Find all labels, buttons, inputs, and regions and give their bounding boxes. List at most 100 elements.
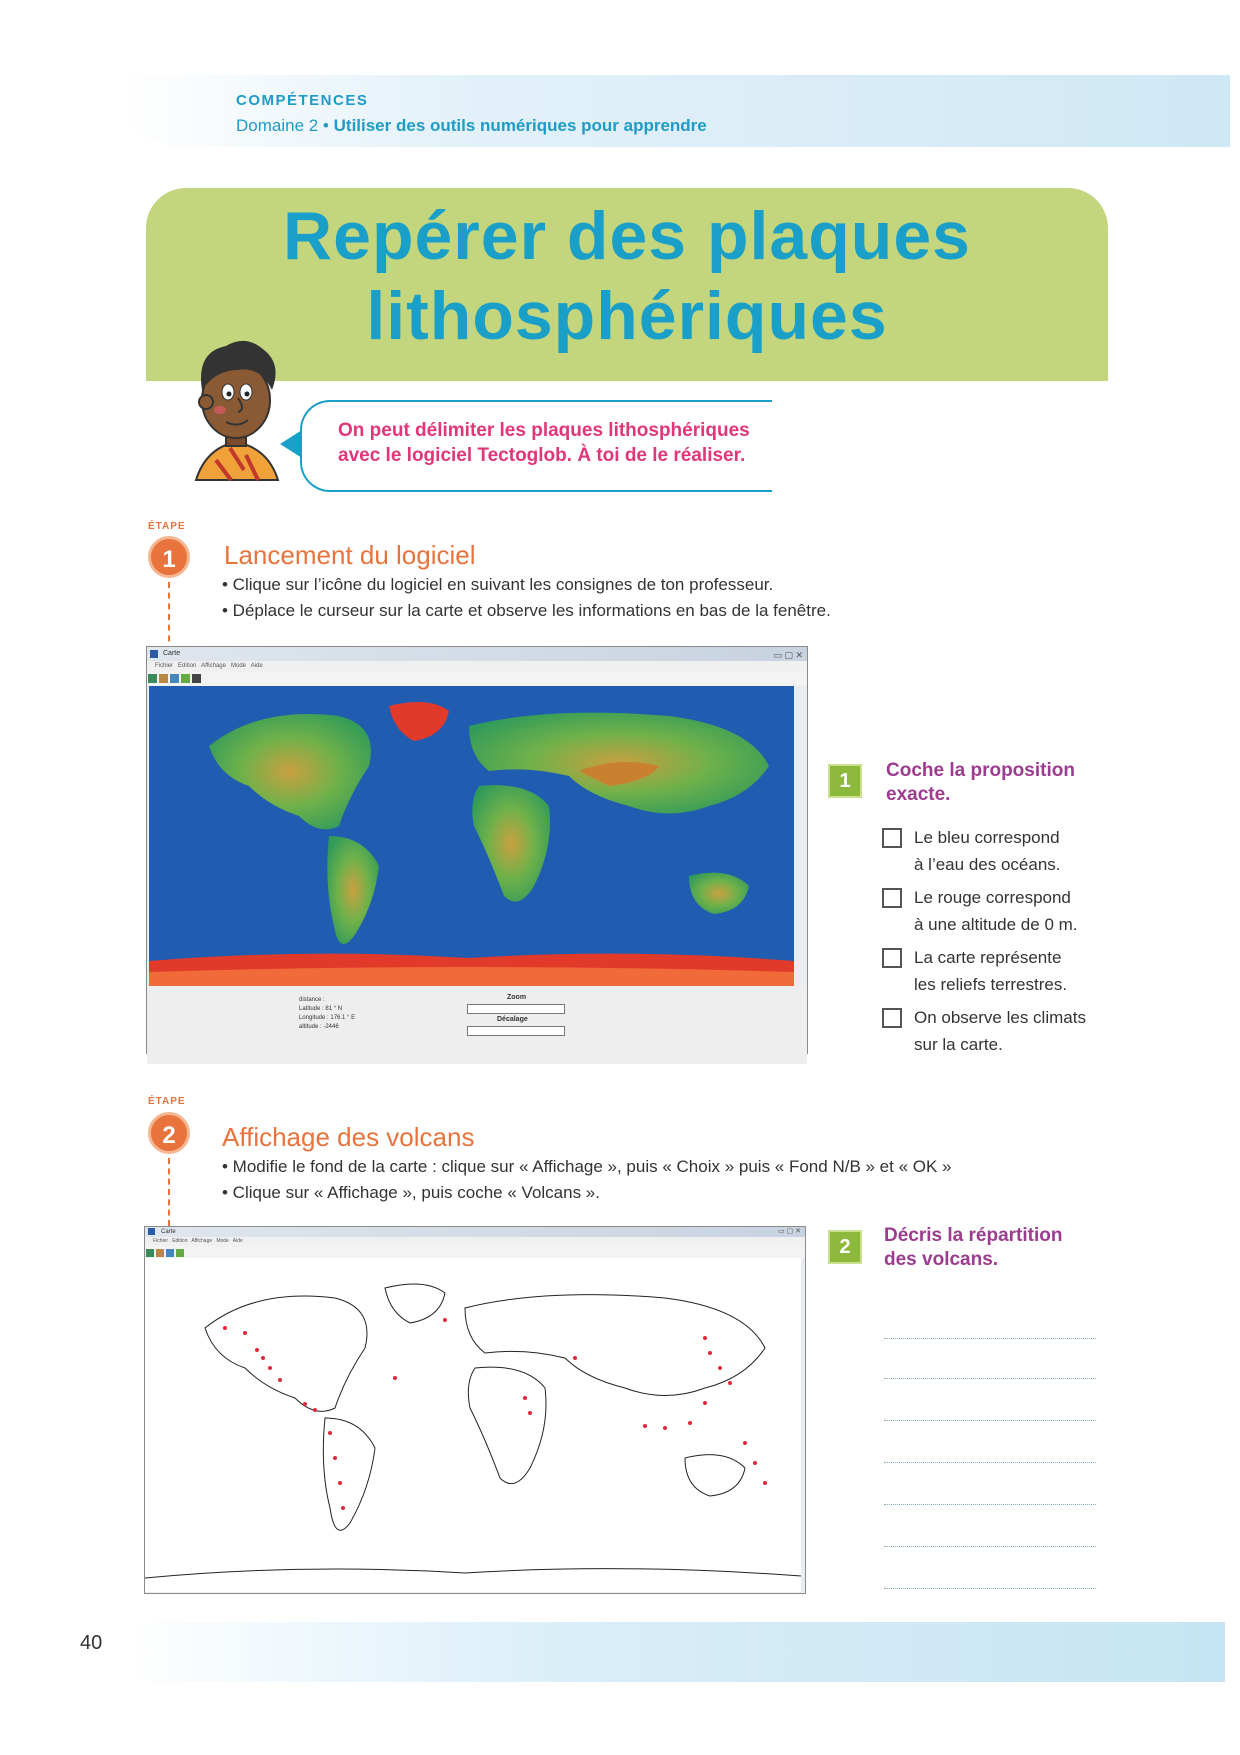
option3-line-1: La carte représente <box>914 948 1062 967</box>
page-number: 40 <box>80 1632 103 1654</box>
tool-icon[interactable] <box>176 1249 184 1257</box>
domain-prefix: Domaine 2 • <box>236 116 329 135</box>
tool-icon[interactable] <box>181 674 190 683</box>
step2-bullet-1: • Modifie le fond de la carte : clique s… <box>222 1157 952 1176</box>
menu-affichage[interactable]: Affichage <box>191 1238 213 1244</box>
volcano-world-map[interactable] <box>145 1258 801 1592</box>
step1-bullet-2: • Déplace le curseur sur la carte et obs… <box>222 601 831 620</box>
menu-edition[interactable]: Edition <box>172 1238 188 1244</box>
window2-menubar: Fichier Edition Affichage Mode Aide <box>145 1237 805 1246</box>
answer-line[interactable] <box>884 1420 1096 1421</box>
window-controls-icon[interactable]: ▭ ▢ ✕ <box>773 650 803 660</box>
window2-toolbar <box>145 1246 805 1258</box>
relief-world-map[interactable] <box>149 686 794 986</box>
window1-menubar: Fichier Edition Affichage Mode Aide <box>147 661 807 672</box>
coordinates-readout: distance : Latitude : 81 ° N Longitude :… <box>299 996 355 1032</box>
window1-toolbar <box>147 672 807 686</box>
option3-checkbox[interactable] <box>882 948 902 968</box>
question2-title-line-2: des volcans. <box>884 1249 999 1270</box>
question1-number-badge: 1 <box>828 764 862 798</box>
decalage-slider[interactable] <box>467 1026 565 1036</box>
option4-line-2: sur la carte. <box>914 1035 1003 1054</box>
menu-fichier[interactable]: Fichier <box>155 663 174 669</box>
answer-line[interactable] <box>884 1546 1096 1547</box>
footer-band <box>125 1622 1225 1682</box>
intro-text: On peut délimiter les plaques lithosphér… <box>338 418 798 468</box>
competences-label: COMPÉTENCES <box>236 92 369 109</box>
step1-dashed-line <box>168 582 170 652</box>
option1-line-1: Le bleu correspond <box>914 828 1060 847</box>
menu-edition[interactable]: Edition <box>178 663 197 669</box>
tectoglob-window-volcanoes: Carte ▭ ▢ ✕ Fichier Edition Affichage Mo… <box>144 1226 806 1594</box>
option2-checkbox[interactable] <box>882 888 902 908</box>
menu-mode[interactable]: Mode <box>231 663 247 669</box>
tool-icon[interactable] <box>170 674 179 683</box>
step1-number-badge: 1 <box>148 536 190 578</box>
answer-line[interactable] <box>884 1588 1096 1589</box>
window2-titlebar: Carte ▭ ▢ ✕ <box>145 1227 805 1237</box>
question1-title-line-1: Coche la proposition <box>886 760 1075 781</box>
question1-title-line-2: exacte. <box>886 784 951 805</box>
step2-etape-label: ÉTAPE <box>148 1096 186 1107</box>
answer-line[interactable] <box>884 1338 1096 1339</box>
question2-title: Décris la répartition des volcans. <box>884 1224 1062 1272</box>
step2-dashed-line <box>168 1158 170 1226</box>
answer-line[interactable] <box>884 1504 1096 1505</box>
option2-text: Le rouge correspond à une altitude de 0 … <box>914 884 1078 938</box>
step1-etape-label: ÉTAPE <box>148 521 186 532</box>
answer-line[interactable] <box>884 1378 1096 1379</box>
tool-icon[interactable] <box>166 1249 174 1257</box>
window-controls-icon[interactable]: ▭ ▢ ✕ <box>778 1228 801 1235</box>
option1-text: Le bleu correspond à l’eau des océans. <box>914 824 1061 878</box>
app-icon <box>148 1228 155 1235</box>
intro-line-2: avec le logiciel Tectoglob. À toi de le … <box>338 445 746 466</box>
step2-number-badge: 2 <box>148 1112 190 1154</box>
option2-line-1: Le rouge correspond <box>914 888 1071 907</box>
step2-title: Affichage des volcans <box>222 1122 475 1152</box>
tool-icon[interactable] <box>148 674 157 683</box>
title-banner <box>146 188 1108 381</box>
window1-titlebar: Carte ▭ ▢ ✕ <box>147 647 807 661</box>
title-line-2: lithosphériques <box>366 278 888 354</box>
menu-aide[interactable]: Aide <box>250 663 263 669</box>
step2-bullet-2: • Clique sur « Affichage », puis coche «… <box>222 1183 600 1202</box>
domain-text: Utiliser des outils numériques pour appr… <box>333 116 707 135</box>
title-line-1: Repérer des plaques <box>283 198 971 274</box>
option1-checkbox[interactable] <box>882 828 902 848</box>
question2-number-badge: 2 <box>828 1230 862 1264</box>
window1-statusbar: distance : Latitude : 81 ° N Longitude :… <box>147 986 807 1064</box>
option4-line-1: On observe les climats <box>914 1008 1086 1027</box>
tool-icon[interactable] <box>146 1249 154 1257</box>
altitude-readout: altitude : -2446 <box>299 1024 339 1030</box>
window2-title: Carte <box>161 1229 176 1235</box>
answer-line[interactable] <box>884 1462 1096 1463</box>
header-band <box>120 75 1230 147</box>
student-character-illustration <box>194 340 280 482</box>
window1-title: Carte <box>163 650 181 657</box>
page-title: Repérer des plaques lithosphériques <box>146 196 1108 356</box>
decalage-label: Décalage <box>497 1016 528 1023</box>
tool-icon[interactable] <box>192 674 201 683</box>
longitude-readout: Longitude : 176.1 ° E <box>299 1015 356 1021</box>
step1-title: Lancement du logiciel <box>224 540 476 570</box>
step1-bullet-1: • Clique sur l’icône du logiciel en suiv… <box>222 575 774 594</box>
tool-icon[interactable] <box>156 1249 164 1257</box>
option4-checkbox[interactable] <box>882 1008 902 1028</box>
speech-bubble-tail <box>280 430 302 458</box>
option3-line-2: les reliefs terrestres. <box>914 975 1068 994</box>
distance-readout: distance : <box>299 997 325 1003</box>
zoom-slider[interactable] <box>467 1004 565 1014</box>
question1-title: Coche la proposition exacte. <box>886 759 1075 807</box>
menu-aide[interactable]: Aide <box>232 1238 243 1244</box>
tectoglob-window-relief: Carte ▭ ▢ ✕ Fichier Edition Affichage Mo… <box>146 646 808 1064</box>
zoom-label: Zoom <box>507 994 527 1001</box>
tool-icon[interactable] <box>159 674 168 683</box>
domain-line: Domaine 2 • Utiliser des outils numériqu… <box>236 116 707 136</box>
option1-line-2: à l’eau des océans. <box>914 855 1061 874</box>
menu-fichier[interactable]: Fichier <box>153 1238 169 1244</box>
menu-affichage[interactable]: Affichage <box>201 663 226 669</box>
menu-mode[interactable]: Mode <box>216 1238 229 1244</box>
intro-line-1: On peut délimiter les plaques lithosphér… <box>338 420 750 441</box>
app-icon <box>150 650 158 658</box>
option2-line-2: à une altitude de 0 m. <box>914 915 1078 934</box>
